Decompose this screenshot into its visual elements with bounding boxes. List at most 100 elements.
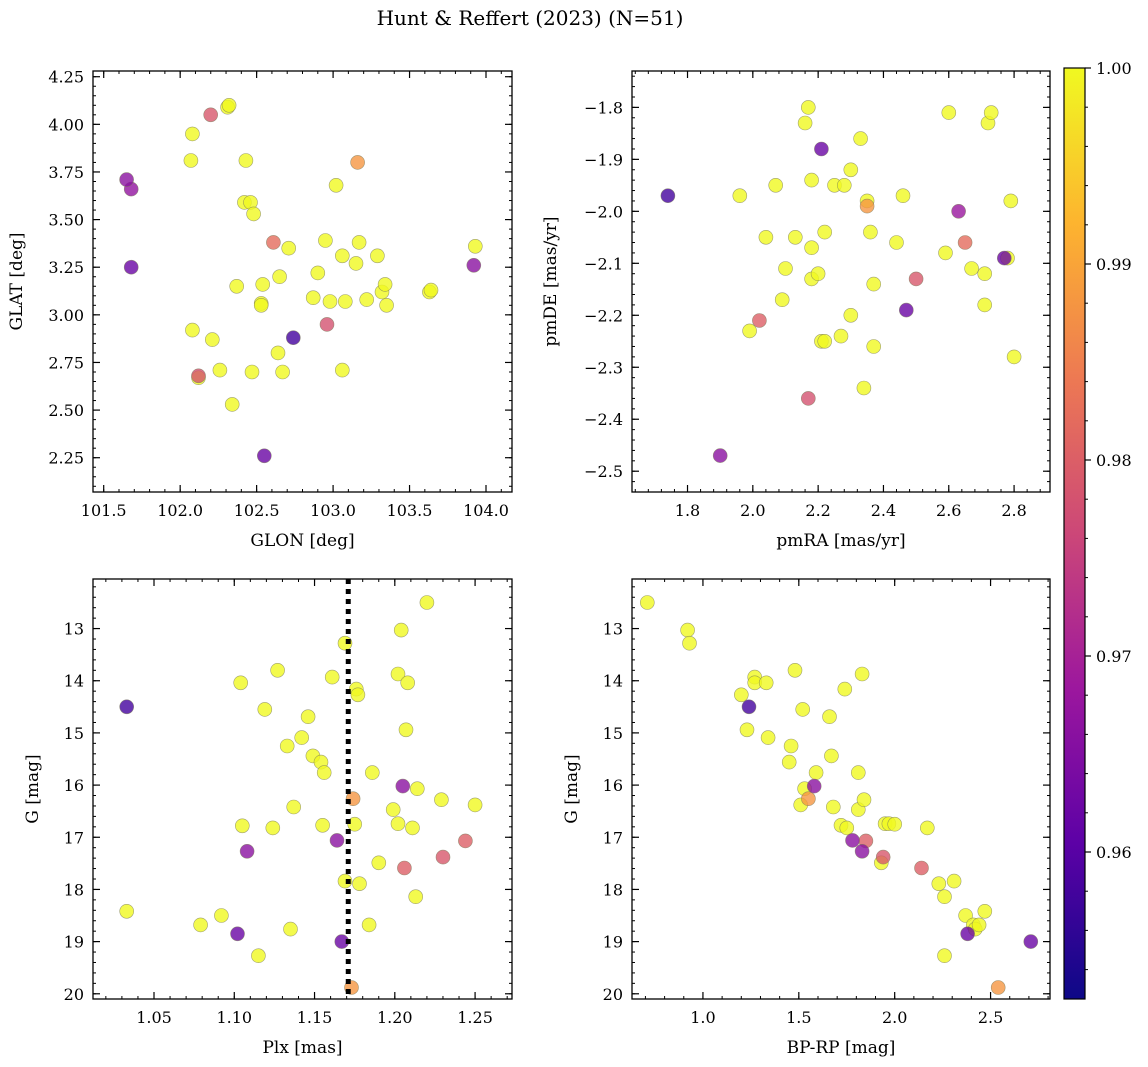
y-axis-label: pmDE [mas/yr] <box>541 216 561 346</box>
scatter-point <box>265 820 281 836</box>
scatter-point <box>758 230 774 245</box>
y-tick-label: 17 <box>64 828 84 847</box>
scatter-point <box>859 198 875 214</box>
scatter-points <box>660 100 1022 463</box>
scatter-point <box>931 876 947 892</box>
scatter-point <box>191 368 206 384</box>
scatter-point <box>919 820 935 836</box>
scatter-point <box>246 206 261 222</box>
scatter-point <box>800 391 816 406</box>
scatter-point <box>808 765 824 780</box>
scatter-point <box>856 380 872 396</box>
scatter-point <box>370 248 385 264</box>
scatter-point <box>817 224 833 240</box>
scatter-point <box>255 277 271 292</box>
scatter-point <box>866 276 882 292</box>
scatter-point <box>393 622 409 638</box>
y-tick-label: 13 <box>603 620 623 639</box>
scatter-point <box>359 292 375 307</box>
scatter-point <box>908 271 924 287</box>
scatter-point <box>810 266 826 282</box>
axes-frame <box>631 578 1051 1000</box>
scatter-point <box>941 105 957 120</box>
scatter-points <box>119 595 483 995</box>
scatter-point <box>193 917 208 933</box>
scatter-point <box>1023 934 1039 949</box>
scatter-point <box>804 172 819 188</box>
y-tick-label: 13 <box>64 620 84 639</box>
scatter-point <box>768 178 784 193</box>
scatter-point <box>305 290 321 306</box>
scatter-point <box>951 204 966 219</box>
scatter-point <box>390 816 406 832</box>
scatter-point <box>371 855 387 871</box>
colorbar-tick-label: 0.99 <box>1096 255 1132 274</box>
y-axis-label: G [mag] <box>23 754 43 823</box>
scatter-point <box>423 282 439 298</box>
y-tick-label: 3.25 <box>48 258 84 277</box>
y-tick-label: 18 <box>64 880 84 899</box>
scatter-point <box>741 699 757 715</box>
scatter-point <box>203 107 218 123</box>
x-tick-label: 1.25 <box>457 1008 493 1027</box>
scatter-point <box>205 332 220 347</box>
scatter-point <box>185 322 200 338</box>
scatter-point <box>230 926 245 942</box>
scatter-point <box>235 818 250 834</box>
scatter-point <box>281 240 297 256</box>
y-tick-label: 20 <box>603 985 623 1004</box>
scatter-point <box>977 266 993 282</box>
x-tick-label: 2.0 <box>882 1008 907 1027</box>
scatter-point <box>983 105 999 120</box>
scatter-point <box>409 781 425 797</box>
y-tick-label: 16 <box>603 776 623 795</box>
scatter-point <box>946 873 962 889</box>
scatter-point <box>244 364 260 380</box>
scatter-point <box>350 687 366 703</box>
y-tick-label: 2.25 <box>48 449 84 468</box>
scatter-point <box>960 926 975 942</box>
scatter-point <box>229 278 244 294</box>
scatter-point <box>1003 193 1019 209</box>
scatter-point <box>937 889 952 905</box>
scatter-point <box>419 595 435 610</box>
scatter-point <box>318 233 333 248</box>
scatter-point <box>682 635 697 651</box>
y-tick-label: 3.75 <box>48 163 84 182</box>
scatter-point <box>398 722 414 738</box>
y-tick-label: 4.00 <box>48 115 84 134</box>
scatter-point <box>938 245 953 261</box>
scatter-point <box>119 172 134 187</box>
y-tick-label: −1.8 <box>584 98 623 117</box>
scatter-point <box>774 292 790 308</box>
scatter-point <box>214 908 229 923</box>
scatter-points <box>639 595 1039 995</box>
scatter-point <box>732 188 748 203</box>
colorbar-tick-label: 0.97 <box>1096 647 1132 666</box>
scatter-point <box>854 666 870 682</box>
pmra-pmde-panel: 1.8 2.0 2.2 2.4 2.6 2.8 −2.5 −2.4 −2.3 −2.2 −2.1 −2… <box>541 70 1051 551</box>
scatter-point <box>787 662 803 678</box>
scatter-point <box>937 948 952 964</box>
scatter-point <box>329 833 345 848</box>
scatter-point <box>822 709 837 725</box>
y-tick-label: 2.50 <box>48 401 84 420</box>
scatter-point <box>279 738 295 754</box>
scatter-point <box>887 816 903 832</box>
scatter-point <box>351 235 367 250</box>
scatter-point <box>270 662 285 678</box>
scatter-point <box>964 261 979 276</box>
scatter-point <box>712 448 728 463</box>
x-tick-label: 2.5 <box>978 1008 1003 1027</box>
x-tick-label: 1.20 <box>377 1008 413 1027</box>
scatter-point <box>294 730 310 745</box>
x-tick-label: 1.8 <box>675 501 700 520</box>
scatter-point <box>996 250 1012 266</box>
scatter-point <box>1006 349 1022 365</box>
scatter-point <box>977 297 993 313</box>
scatter-point <box>270 345 286 361</box>
x-tick-label: 101.5 <box>81 501 127 520</box>
scatter-point <box>183 153 199 168</box>
scatter-point <box>824 748 839 764</box>
scatter-point <box>971 917 987 933</box>
